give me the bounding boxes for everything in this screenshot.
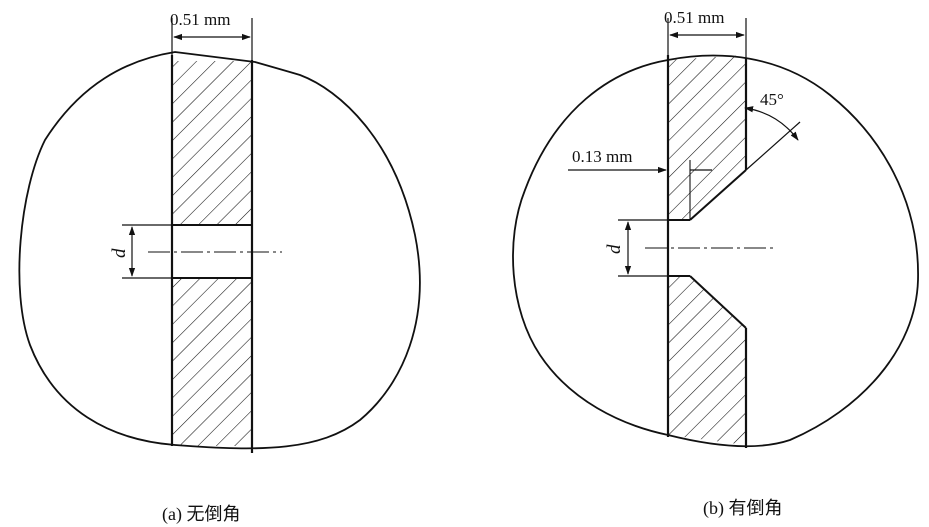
- plate-upper-section: [668, 55, 746, 220]
- angle-arc: [744, 106, 799, 141]
- caption-b: (b) 有倒角: [703, 498, 783, 519]
- angle-extension-line: [745, 121, 801, 171]
- chamfer-lower: [689, 275, 747, 329]
- diameter-label: d: [109, 248, 130, 258]
- pipe-section-outline: [18, 51, 421, 450]
- plate-lower-section: [668, 276, 746, 445]
- figure-b-with-chamfer: 0.51 mm 0.13 mm 45° d (b) 有倒角: [512, 8, 919, 519]
- pipe-section-outline: [512, 54, 919, 448]
- angle-label: 45°: [760, 90, 784, 109]
- width-label: 0.51 mm: [170, 10, 230, 29]
- caption-a: (a) 无倒角: [162, 504, 240, 525]
- plate-lower-section: [172, 278, 252, 446]
- width-label: 0.51 mm: [664, 8, 724, 27]
- diameter-label: d: [604, 244, 625, 254]
- figure-a-no-chamfer: 0.51 mm d (a) 无倒角: [18, 10, 421, 525]
- chamfer-upper: [689, 169, 747, 221]
- chamfer-depth-label: 0.13 mm: [572, 147, 632, 166]
- plate-upper-section: [172, 61, 252, 225]
